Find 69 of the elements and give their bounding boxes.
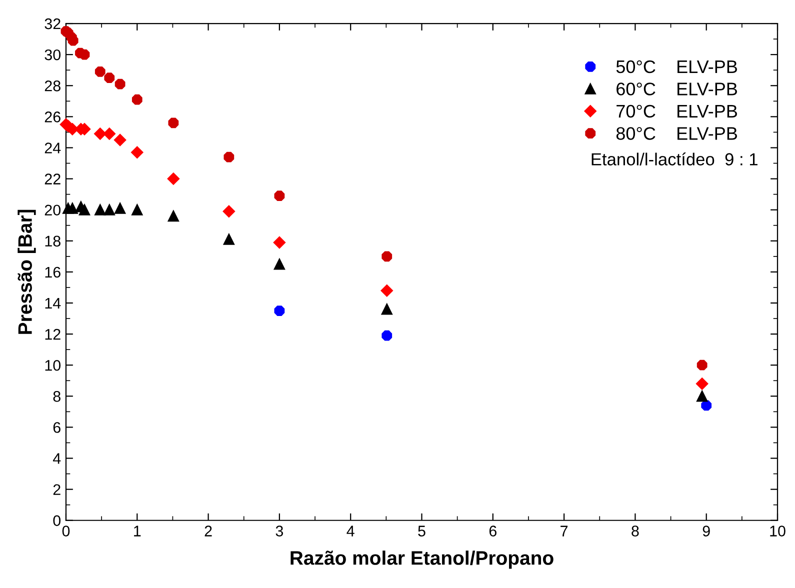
y-tick-label: 32	[44, 18, 60, 30]
point	[94, 66, 106, 77]
point	[168, 118, 179, 128]
x-tick-label: 10	[770, 526, 786, 536]
x-tick-label: 7	[560, 526, 568, 536]
point	[696, 360, 708, 370]
point	[104, 204, 115, 216]
point	[381, 304, 392, 315]
x-tick-label: 4	[346, 526, 354, 536]
x-tick-label: 8	[632, 526, 639, 536]
y-tick-label: 4	[52, 453, 61, 464]
point	[223, 234, 234, 245]
legend-label: 60°C ELV-PB	[616, 82, 737, 96]
point	[273, 236, 286, 249]
y-tick-label: 0	[53, 515, 61, 526]
point	[78, 204, 90, 216]
point	[132, 94, 142, 105]
point	[114, 202, 126, 214]
point	[94, 204, 106, 216]
y-tick-label: 14	[45, 298, 61, 309]
x-tick-label: 6	[489, 526, 496, 536]
legend-label: 50°C ELV-PB	[616, 60, 737, 74]
y-tick-label: 6	[53, 422, 60, 433]
y-tick-label: 24	[44, 142, 61, 154]
y-tick-label: 16	[45, 266, 60, 278]
annotation: Etanol/l-lactídeo 9 : 1	[592, 152, 758, 166]
point	[222, 205, 236, 218]
point	[104, 72, 115, 84]
point	[274, 306, 285, 316]
point	[132, 204, 143, 216]
point	[103, 128, 116, 140]
y-tick-label: 22	[44, 174, 60, 184]
y-tick-label: 18	[45, 236, 60, 247]
point	[68, 35, 78, 46]
point	[274, 190, 285, 202]
point	[168, 210, 179, 222]
point	[114, 78, 126, 90]
y-tick-label: 10	[45, 360, 61, 371]
point	[79, 49, 90, 60]
x-tick-label: 1	[134, 526, 141, 536]
x-tick-label: 3	[276, 526, 284, 536]
point	[701, 400, 712, 411]
y-tick-label: 8	[53, 391, 60, 402]
point	[380, 284, 393, 297]
point	[696, 390, 708, 402]
point	[94, 128, 106, 140]
legend-label: 70°C ELV-PB	[616, 104, 737, 118]
x-tick-label: 0	[62, 526, 70, 536]
x-tick-label: 2	[204, 526, 212, 536]
y-axis-title: Pressão [Bar]	[18, 210, 36, 334]
x-axis-title: Razão molar Etanol/Propano	[290, 550, 554, 569]
x-tick-label: 5	[418, 526, 426, 536]
point	[114, 134, 126, 146]
y-tick-label: 30	[44, 49, 61, 60]
y-tick-label: 28	[44, 80, 60, 92]
y-tick-label: 12	[45, 328, 60, 340]
point	[382, 330, 392, 341]
legend-label: 80°C ELV-PB	[616, 127, 737, 140]
point	[131, 146, 144, 158]
point	[382, 251, 392, 262]
point	[167, 172, 180, 185]
point	[274, 258, 285, 270]
y-tick-label: 26	[44, 112, 60, 122]
y-tick-label: 20	[44, 204, 61, 216]
point	[224, 152, 234, 162]
point	[66, 202, 78, 214]
point	[696, 378, 708, 390]
y-tick-label: 2	[53, 484, 60, 495]
x-tick-label: 9	[702, 526, 710, 536]
